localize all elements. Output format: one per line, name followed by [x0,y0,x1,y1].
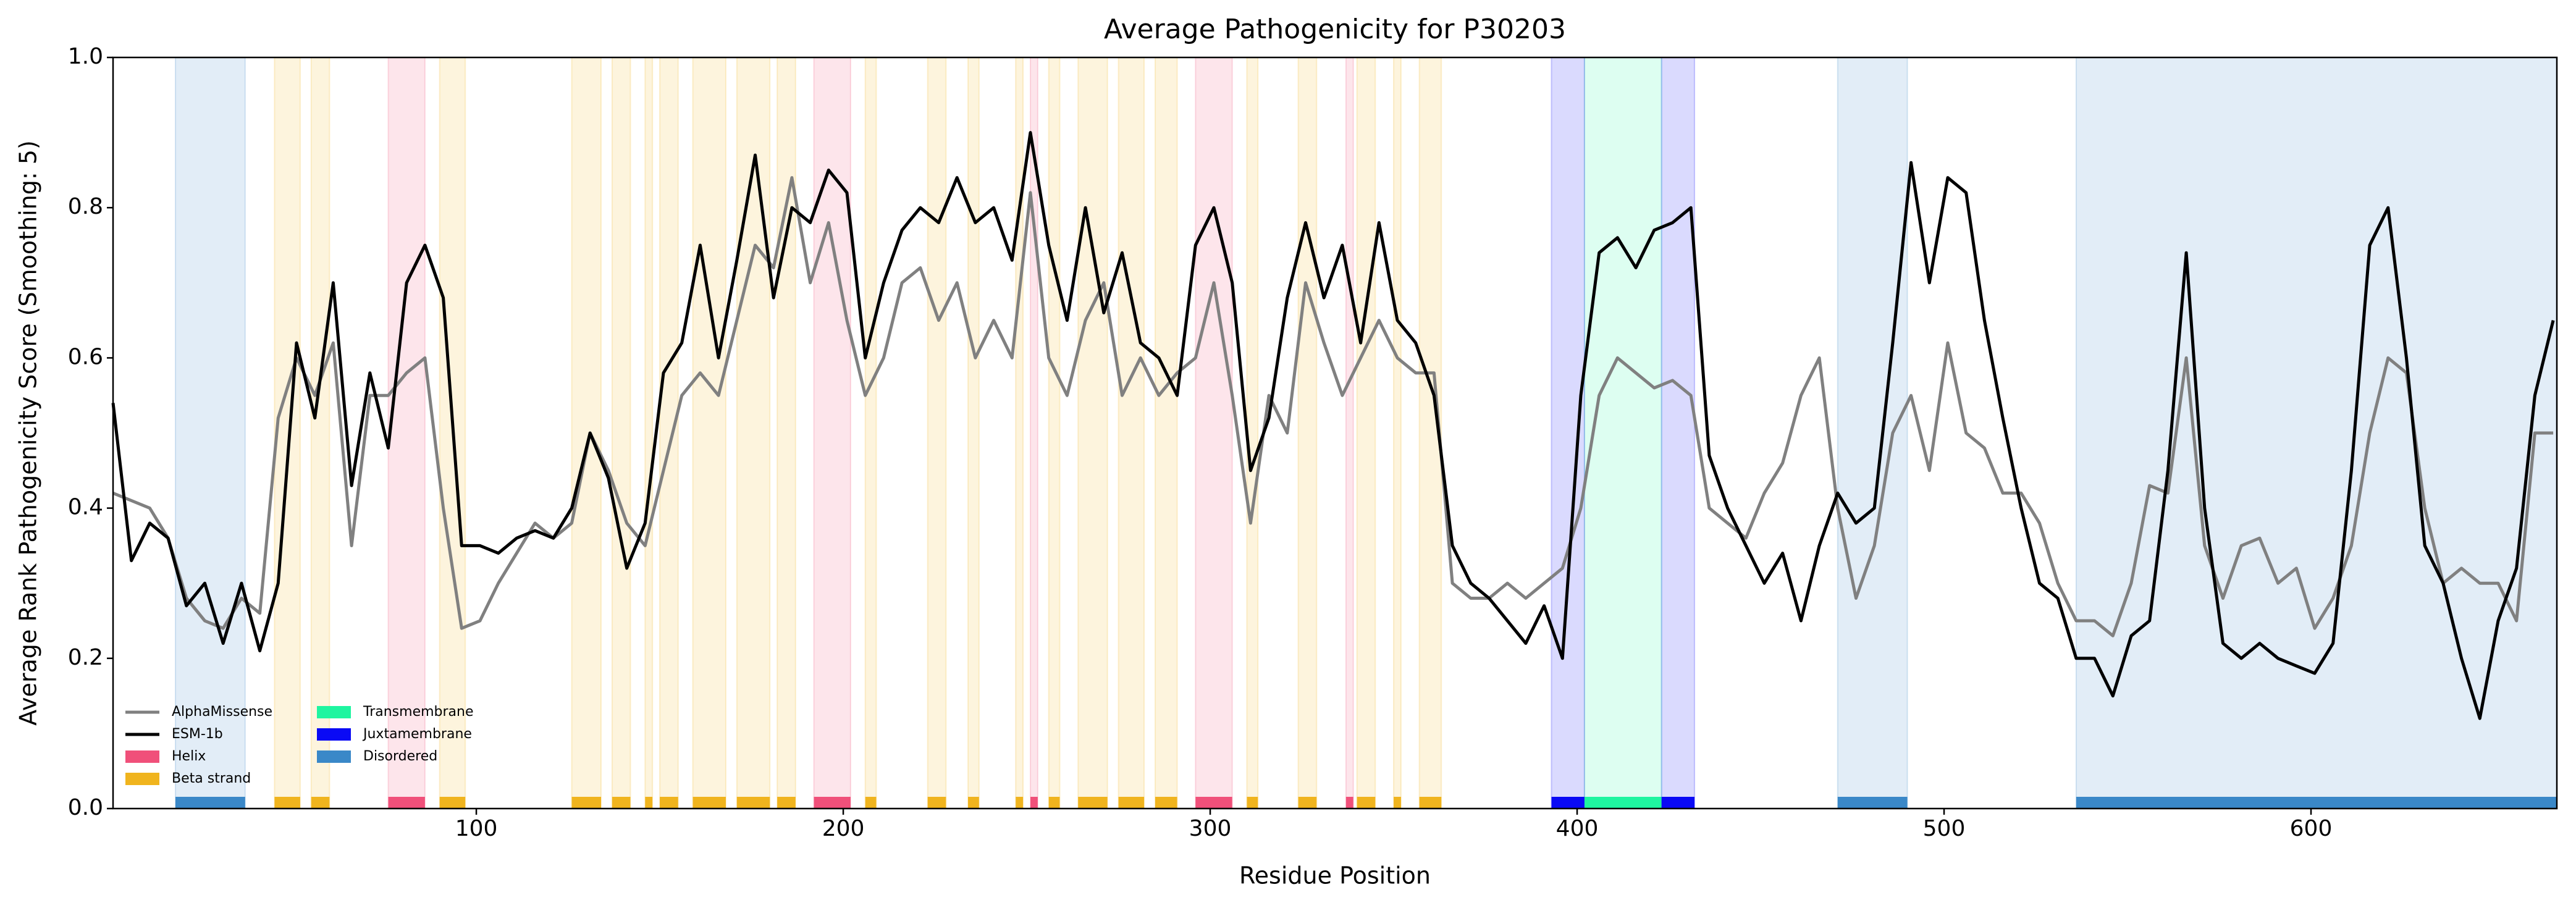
legend-patch [317,750,351,763]
feature-bar [1030,797,1038,809]
x-tick-label: 600 [2290,816,2333,841]
x-tick-label: 100 [455,816,498,841]
feature-bar [1345,797,1353,809]
feature-bar [1837,797,1908,809]
feature-band [864,57,877,809]
feature-bar [1048,797,1060,809]
feature-bar [1247,797,1258,809]
feature-bar [1357,797,1376,809]
feature-bar [274,797,300,809]
x-tick-label: 500 [1923,816,1966,841]
legend-label: Beta strand [172,771,251,786]
feature-bar [865,797,877,809]
feature-band [571,57,602,809]
feature-bar [1016,797,1024,809]
feature-bar [2076,797,2557,809]
feature-bar [1661,797,1695,809]
feature-bar [927,797,946,809]
feature-band [1661,57,1696,809]
y-tick-label: 0.6 [68,344,103,369]
feature-bar [1419,797,1442,809]
legend-label: ESM-1b [172,726,223,742]
feature-bar [175,797,245,809]
feature-bar [439,797,466,809]
legend-label: AlphaMissense [172,704,272,720]
feature-band [1583,57,1662,809]
feature-band [1195,57,1233,809]
y-axis-label: Average Rank Pathogenicity Score (Smooth… [15,140,42,726]
feature-band [1048,57,1061,809]
feature-band [777,57,796,809]
feature-band [1297,57,1318,809]
feature-band [813,57,851,809]
feature-bar [311,797,330,809]
series-line [111,131,2555,720]
feature-band [1345,57,1354,809]
feature-bar [1155,797,1177,809]
x-axis-label: Residue Position [1239,862,1431,889]
feature-bar [692,797,726,809]
legend-patch [317,706,351,718]
feature-bar [1298,797,1317,809]
feature-bar [388,797,425,809]
feature-band [1015,57,1024,809]
feature-band [1393,57,1402,809]
feature-band [1118,57,1145,809]
feature-bar [1078,797,1108,809]
legend-patch [125,750,159,763]
feature-band [387,57,426,809]
legend-patch [317,728,351,741]
legend-label: Juxtamembrane [362,726,472,742]
feature-bar [736,797,770,809]
feature-bar [1118,797,1145,809]
feature-band [644,57,654,809]
feature-band [967,57,980,809]
feature-bar [777,797,796,809]
y-tick-label: 1.0 [68,44,103,69]
feature-bar [814,797,851,809]
y-tick-label: 0.8 [68,194,103,219]
feature-bar [1195,797,1232,809]
feature-band [1154,57,1178,809]
feature-bar [660,797,678,809]
series-line [112,176,2554,637]
feature-band [1246,57,1259,809]
feature-band [927,57,947,809]
legend-patch [125,773,159,785]
feature-band [174,57,246,809]
feature-bar [1551,797,1585,809]
legend-label: Helix [172,749,206,764]
x-tick-label: 300 [1189,816,1232,841]
feature-band [310,57,330,809]
chart-title: Average Pathogenicity for P30203 [1104,14,1566,45]
feature-bar [1394,797,1401,809]
feature-bar [1584,797,1662,809]
plot-frame [112,56,2558,810]
feature-band [1077,57,1108,809]
legend-label: Transmembrane [363,704,474,720]
y-tick-label: 0.0 [68,795,103,820]
legend-label: Disordered [363,749,437,764]
feature-band [1356,57,1376,809]
feature-band [659,57,679,809]
feature-band [1551,57,1585,809]
feature-band [1837,57,1908,809]
feature-bar [645,797,653,809]
feature-band [692,57,726,809]
y-tick-label: 0.4 [68,495,103,520]
x-tick-label: 400 [1556,816,1599,841]
feature-band [611,57,631,809]
feature-bar [968,797,979,809]
x-tick-label: 200 [822,816,865,841]
feature-band [274,57,301,809]
feature-bar [571,797,602,809]
y-tick-label: 0.2 [68,645,103,670]
feature-bar [612,797,631,809]
